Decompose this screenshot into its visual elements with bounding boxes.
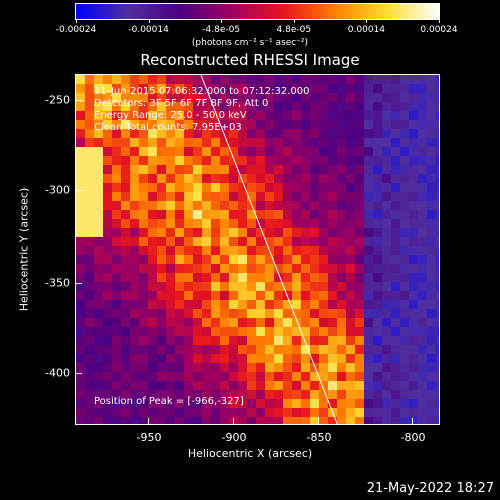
- colorbar-tick-label: 4.8e-05: [276, 25, 312, 35]
- colorbar-units: (photons cm⁻² s⁻¹ asec⁻²): [191, 38, 309, 48]
- image-title: Reconstructed RHESSI Image: [140, 51, 360, 69]
- y-tick-label: -300: [45, 183, 70, 197]
- x-tick-label: -800: [400, 431, 426, 444]
- x-axis-label: Heliocentric X (arcsec): [187, 447, 313, 460]
- y-tick-label: -400: [45, 366, 70, 380]
- y-tick: [75, 373, 82, 374]
- clean-counts-text: Clean Total counts: 7.95E+03: [94, 122, 242, 133]
- colorbar-tick-label: 0.00014: [347, 25, 385, 35]
- solar-limb-line: [200, 75, 338, 424]
- y-tick-label: -250: [45, 93, 70, 107]
- colorbar-tick: [293, 19, 295, 23]
- colorbar: [75, 3, 440, 20]
- y-tick-label: -350: [45, 276, 70, 290]
- colorbar-tick-label: -0.00024: [55, 25, 97, 35]
- x-tick-label: -950: [136, 431, 162, 444]
- colorbar-tick-label: -4.8e-05: [202, 25, 241, 35]
- heatmap: [76, 75, 439, 424]
- y-tick: [75, 283, 82, 284]
- y-tick: [75, 100, 82, 101]
- colorbar-tick: [76, 19, 77, 23]
- colorbar-tick: [439, 19, 440, 23]
- detectors-text: Detectors: 3F 5F 6F 7F 8F 9F, Att 0: [94, 98, 269, 109]
- x-tick: [412, 418, 413, 425]
- time-range-text: 11-Jun-2015 07:06:32.000 to 07:12:32.000: [94, 86, 310, 97]
- colorbar-tick: [366, 19, 368, 23]
- y-tick: [75, 190, 82, 191]
- peak-position-text: Position of Peak = [-966,-327]: [94, 396, 244, 407]
- timestamp: 21-May-2022 18:27: [366, 481, 494, 496]
- x-tick-label: -900: [221, 431, 247, 444]
- colorbar-tick-label: -0.00014: [128, 25, 169, 35]
- x-tick: [233, 418, 234, 425]
- y-axis-label: Heliocentric Y (arcsec): [17, 187, 31, 312]
- colorbar-tick-label: 0.00024: [420, 25, 458, 35]
- x-tick-label: -850: [306, 431, 332, 444]
- x-tick: [318, 418, 319, 425]
- colorbar-tick: [148, 19, 150, 23]
- colorbar-tick: [221, 19, 223, 23]
- energy-range-text: Energy Range: 25.0 - 50.0 keV: [94, 110, 247, 121]
- rhessi-image: [75, 74, 440, 425]
- x-tick: [148, 418, 149, 425]
